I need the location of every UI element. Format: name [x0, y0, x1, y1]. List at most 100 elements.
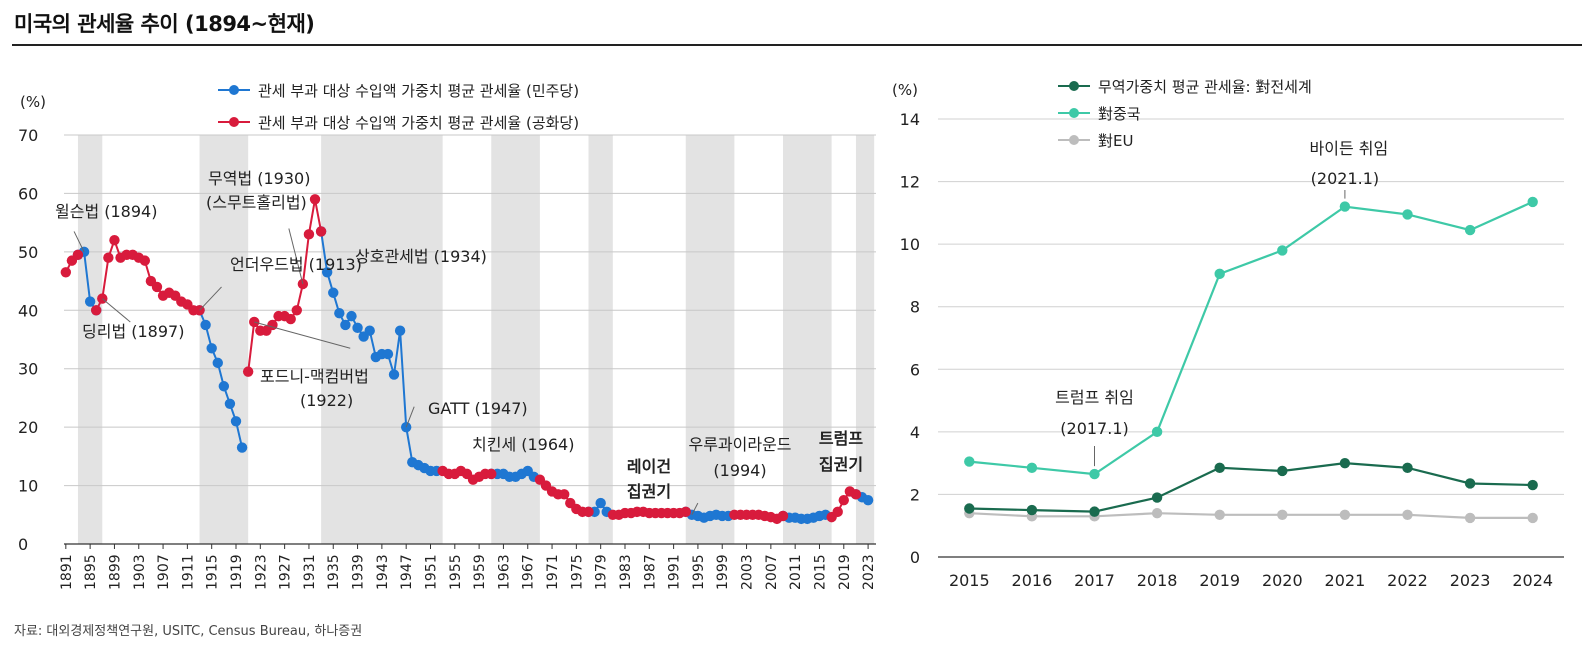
x-tick-label: 1923	[253, 554, 269, 590]
republican-data-point	[60, 267, 72, 278]
x-tick-label: 1999	[715, 554, 731, 590]
y-unit-label: (%)	[892, 81, 918, 99]
x-tick-label: 1907	[156, 554, 172, 590]
legend-entry: 관세 부과 대상 수입액 가중치 평균 관세율 (공화당)	[258, 114, 579, 132]
y-tick-label: 20	[18, 418, 38, 437]
y-tick-label: 10	[18, 477, 38, 496]
republican-data-point	[838, 494, 849, 506]
x-tick-label: 2019	[1199, 571, 1240, 590]
republican-data-point	[559, 489, 570, 500]
chart-annotation: (2017.1)	[1060, 419, 1128, 438]
democrat-data-point	[394, 325, 406, 336]
eu-series-data-point	[1402, 509, 1413, 520]
annotation-leader-line	[405, 406, 415, 428]
x-tick-label: 1951	[423, 554, 439, 590]
legend-entry: 對중국	[1098, 105, 1141, 123]
legend-swatch-dot	[1069, 81, 1079, 91]
democrat-period-shade	[685, 135, 735, 544]
china-series-data-point	[1151, 426, 1163, 438]
x-tick-label: 1963	[496, 554, 512, 590]
chart-annotation: 집권기	[627, 482, 671, 501]
republican-data-point	[583, 506, 594, 518]
x-tick-label: 1995	[691, 554, 707, 590]
world-series-data-point	[1464, 478, 1476, 489]
democrat-data-point	[218, 381, 230, 392]
democrat-data-point	[340, 319, 351, 331]
china-series-line	[969, 200, 1534, 476]
democrat-data-point	[200, 319, 211, 331]
chart-annotation: 윌슨법 (1894)	[55, 202, 157, 221]
x-tick-label: 2011	[788, 554, 804, 590]
republican-data-point	[242, 366, 254, 377]
democrat-data-point	[321, 267, 333, 278]
x-tick-label: 1967	[521, 554, 537, 590]
x-tick-label: 1915	[205, 554, 221, 590]
eu-series-data-point	[1464, 512, 1476, 524]
y-tick-label: 30	[18, 360, 38, 379]
republican-data-point	[91, 305, 102, 316]
x-tick-label: 1919	[229, 554, 245, 590]
x-tick-label: 1971	[545, 554, 561, 590]
chart-annotation: 레이건	[627, 457, 671, 476]
chart-annotation: 집권기	[819, 455, 863, 474]
china-series-data-point	[1464, 224, 1476, 236]
china-series-data-point	[1527, 196, 1538, 208]
chart-annotation: GATT (1947)	[428, 399, 528, 418]
chart-annotation: 포드니-맥컴버법	[260, 367, 369, 386]
y-tick-label: 8	[910, 298, 920, 317]
world-series-data-point	[964, 503, 975, 514]
chart-annotation: (1922)	[300, 391, 353, 410]
x-tick-label: 1943	[375, 554, 391, 590]
democrat-data-point	[334, 308, 345, 319]
y-tick-label: 50	[18, 243, 38, 262]
page-title: 미국의 관세율 추이 (1894~현재)	[14, 12, 315, 36]
china-series-data-point	[1339, 201, 1351, 212]
democrat-data-point	[212, 357, 223, 369]
world-series-data-point	[1026, 504, 1038, 516]
x-tick-label: 2022	[1387, 571, 1428, 590]
x-tick-label: 2024	[1512, 571, 1553, 590]
x-tick-label: 2020	[1262, 571, 1303, 590]
annotation-leader-line	[73, 231, 85, 253]
chart-annotation: 무역법 (1930)	[208, 169, 310, 188]
y-tick-label: 14	[900, 110, 920, 129]
eu-series-data-point	[1277, 509, 1288, 520]
democrat-period-shade	[77, 135, 103, 544]
chart-annotation: 치킨세 (1964)	[472, 435, 574, 454]
y-tick-label: 40	[18, 301, 38, 320]
democrat-period-shade	[199, 135, 249, 544]
republican-data-point	[151, 281, 163, 293]
democrat-data-point	[352, 322, 363, 334]
democrat-data-point	[862, 494, 874, 506]
x-tick-label: 1931	[302, 554, 318, 590]
y-tick-label: 0	[910, 548, 920, 567]
china-series-data-point	[1214, 268, 1225, 280]
annotation-leader-line	[691, 502, 699, 516]
x-tick-label: 2007	[764, 554, 780, 590]
eu-series-data-point	[1214, 509, 1225, 520]
x-tick-label: 1891	[59, 554, 75, 590]
x-tick-label: 2019	[837, 554, 853, 590]
y-tick-label: 12	[900, 173, 920, 192]
legend-entry: 관세 부과 대상 수입액 가중치 평균 관세율 (민주당)	[258, 82, 579, 100]
x-tick-label: 1935	[326, 554, 342, 590]
world-series-data-point	[1527, 479, 1538, 491]
democrat-data-point	[364, 325, 375, 336]
republican-data-point	[309, 194, 321, 205]
republican-data-point	[139, 255, 151, 266]
china-series-data-point	[1089, 468, 1100, 480]
x-tick-label: 1947	[399, 554, 415, 590]
source-note: 자료: 대외경제정책연구원, USITC, Census Bureau, 하나증…	[14, 624, 363, 639]
y-tick-label: 2	[910, 485, 920, 504]
world-series-data-point	[1151, 492, 1163, 503]
eu-series-data-point	[1339, 509, 1351, 520]
republican-data-point	[285, 313, 296, 325]
china-series-data-point	[1277, 245, 1288, 256]
legend-swatch-dot	[229, 117, 239, 127]
republican-data-point	[486, 468, 497, 480]
y-tick-label: 60	[18, 184, 38, 203]
republican-data-point	[777, 510, 789, 522]
annotation-leader-line	[199, 286, 222, 311]
x-tick-label: 1911	[180, 554, 196, 590]
x-tick-label: 1959	[472, 554, 488, 590]
